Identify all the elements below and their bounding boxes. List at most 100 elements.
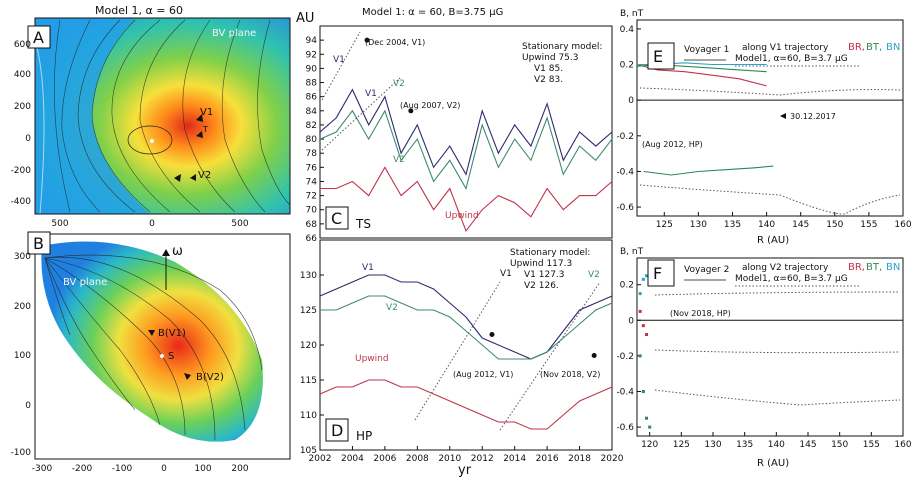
xtick-label: 145 [792,220,809,230]
v2b-arrow-icon [190,174,196,181]
traj-e: along V1 trajectory [742,43,829,53]
tick-a-x: 0 [149,219,155,229]
model-e: Model1, α=60, B=3.7 μG [735,54,848,64]
panel-letter-c: C [331,209,342,228]
ytick-label: -0.2 [616,352,634,362]
tick-b-x: -100 [112,464,133,474]
ytick-label: 120 [300,341,317,351]
v1-trajectory-c [321,31,361,101]
panel-c: Model 1: α = 60, B=3.75 μG AU 66 68 70 72 74… [296,7,613,244]
xtick-label: 2010 [438,454,461,464]
panel-e: B, nT -0.6 -0.4 -0.2 0 0.2 0.4 125 130 135 140 145… [616,9,911,246]
tick-a-y: 200 [14,102,31,112]
stationary-c-2: V1 85. [534,64,563,74]
comp-f-br: BR, [848,262,865,273]
data-point-br [641,324,645,328]
model-curve-e1 [639,87,901,96]
data-point-bn [641,277,645,281]
bv2-arrow-icon [184,373,191,380]
series-line-v2 [320,295,613,360]
v2-trajectory-c [321,77,401,151]
date-arrow-icon [780,113,786,119]
ytick-label: 76 [306,163,318,173]
panel-e-ylabel: B, nT [620,9,644,19]
field-lines-b [44,254,263,441]
tick-a-y: 600 [14,40,31,50]
tick-b-x: 0 [161,464,167,474]
ytick-label: 86 [306,93,318,103]
data-point-bt [641,390,645,393]
data-point-bt [648,425,652,429]
omega-label: ω [172,244,183,259]
data-point-bn [638,292,642,296]
ann-f-0: (Nov 2018, HP) [670,309,731,318]
panel-e-xlabel: R (AU) [757,235,789,246]
tick-a-y: -400 [11,197,32,207]
series-line-bt [643,165,774,176]
ytick-label: 105 [300,446,317,456]
ann-c-0: (Dec 2004, V1) [365,38,425,47]
xtick-label: 155 [863,440,880,450]
panel-c-title: Model 1: α = 60, B=3.75 μG [362,7,503,18]
series-line-upwind [320,166,613,233]
xtick-label: 140 [758,220,775,230]
tick-b-x: -300 [32,464,53,474]
field-lines [54,19,291,213]
panel-letter-f: F [653,264,662,283]
tick-a-x: 500 [51,219,68,229]
tick-a-x: 500 [231,219,248,229]
v2-arrow-icon [174,174,181,182]
ytick-label: -0.4 [616,167,634,177]
tick-b-x: 100 [194,464,211,474]
bv-plane-label-a: BV plane [212,28,256,39]
ytick-label: 88 [306,79,318,89]
traj-f: along V2 trajectory [742,263,829,273]
ann-e-1: (Aug 2012, HP) [642,140,703,149]
v1-trajectory-d [414,281,501,421]
crossing-point [408,108,414,114]
xtick-label: 140 [768,440,785,450]
xtick-label: 120 [641,440,658,450]
tick-a-y: 400 [14,70,31,80]
stationary-c-1: Upwind 75.3 [522,53,578,63]
xtick-label: 130 [690,220,707,230]
ytick-label: -0.4 [616,388,634,398]
series-line-v2 [319,109,613,190]
v2-label-a: V2 [198,170,211,181]
xtick-label: 135 [724,220,741,230]
series-label-d-v1-line: V1 [500,269,512,279]
xtick-label: 2016 [536,454,559,464]
series-line-upwind [319,379,613,430]
tick-b-y: 100 [14,351,31,361]
panel-f: B, nT -0.6 -0.4 -0.2 0 0.2 120 125 130 135 140 145… [616,247,911,469]
panel-f-ylabel: B, nT [620,247,644,257]
panel-a: A Model 1, α = 60 BV plane V1 T V2 500 0 5… [11,4,291,229]
model-curve-f1 [654,291,901,296]
ytick-label: 94 [306,36,318,46]
ytick-label: 110 [300,411,317,421]
ytick-label: 68 [306,220,318,230]
ytick-label: 78 [306,149,318,159]
tick-a-y: -200 [11,166,32,176]
data-point-br [638,309,642,313]
comp-e-br: BR, [848,42,865,53]
v2-trajectory-d [499,281,601,431]
xtick-label: 135 [736,440,753,450]
hp-tag: HP [356,429,372,443]
ytick-label: 74 [306,177,318,187]
panel-letter-e: E [653,47,663,66]
crossing-point [591,353,597,358]
bv1-label: B(V1) [158,328,186,339]
ytick-label: -0.6 [616,203,634,213]
series-label-c-v2a: V2 [393,79,405,89]
panel-d: 105 110 115 120 125 130 2002 2004 2006 2008 2010 20… [300,239,624,478]
xtick-label: 150 [826,220,843,230]
tick-b-x: 200 [231,464,248,474]
omega-arrow-icon [162,249,170,256]
panel-f-xlabel: R (AU) [757,458,789,469]
termination-shock [127,125,173,155]
series-label-c-upwind: Upwind [445,211,479,221]
xtick-label: 160 [894,220,911,230]
series-line-v1 [319,88,613,176]
